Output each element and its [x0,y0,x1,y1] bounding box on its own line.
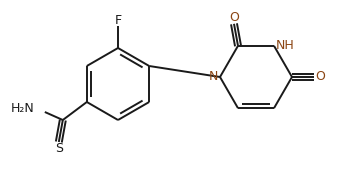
Text: F: F [115,13,121,27]
Text: S: S [55,141,63,155]
Text: O: O [315,70,325,84]
Text: H₂N: H₂N [11,101,35,115]
Text: NH: NH [276,39,295,52]
Text: O: O [229,11,239,24]
Text: N: N [209,70,218,84]
